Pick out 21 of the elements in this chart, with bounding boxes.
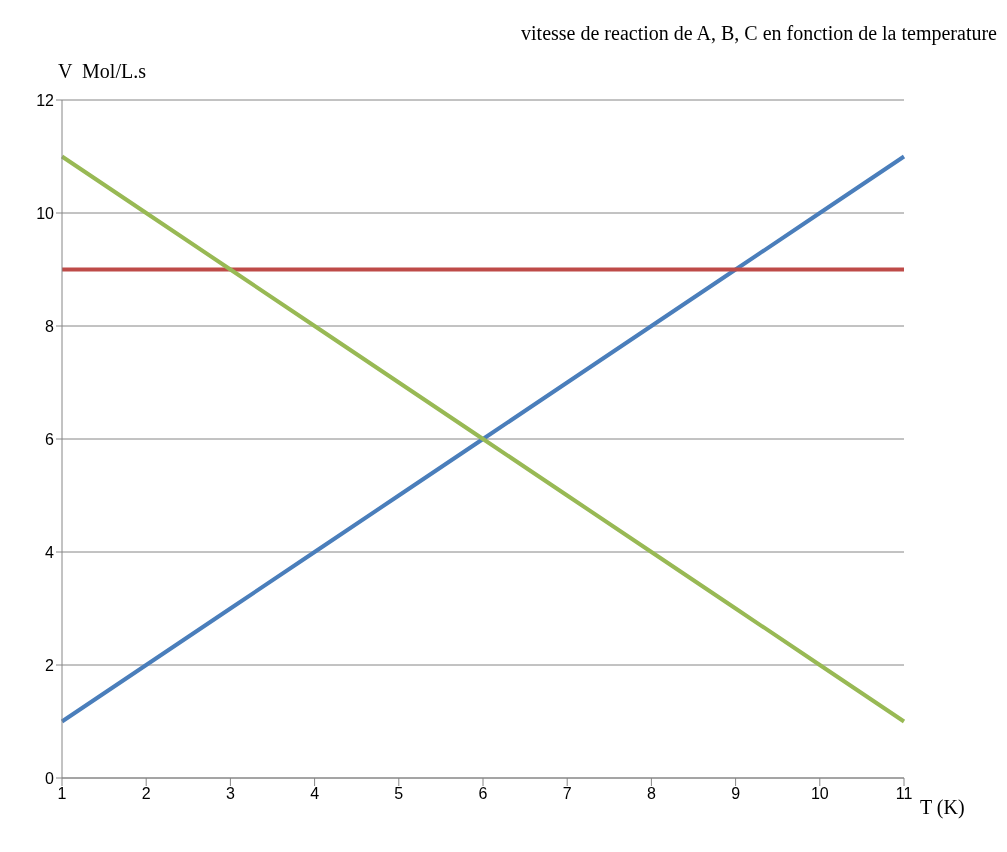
x-tick-label: 2	[141, 785, 151, 803]
x-tick-label: 11	[895, 785, 913, 803]
x-tick-label: 4	[310, 785, 320, 803]
chart-title: vitesse de reaction de A, B, C en fonction de la temperature	[521, 22, 997, 45]
x-tick-label: 5	[394, 785, 404, 803]
y-tick-label: 8	[45, 317, 55, 335]
x-tick-label: 7	[562, 785, 572, 803]
x-tick-label: 10	[810, 785, 829, 803]
x-axis-title: T (K)	[920, 796, 965, 819]
y-tick-label: 2	[45, 656, 55, 674]
x-tick-label: 8	[646, 785, 656, 803]
x-tick-label: 6	[478, 785, 488, 803]
x-tick-label: 9	[731, 785, 741, 803]
y-tick-label: 12	[36, 91, 55, 109]
x-tick-label: 3	[225, 785, 235, 803]
y-axis-title: V Mol/L.s	[58, 60, 146, 83]
y-tick-label: 4	[45, 543, 55, 561]
x-tick-label: 1	[57, 785, 67, 803]
y-tick-label: 0	[45, 769, 55, 787]
y-tick-label: 10	[36, 204, 55, 222]
y-tick-label: 6	[45, 430, 55, 448]
